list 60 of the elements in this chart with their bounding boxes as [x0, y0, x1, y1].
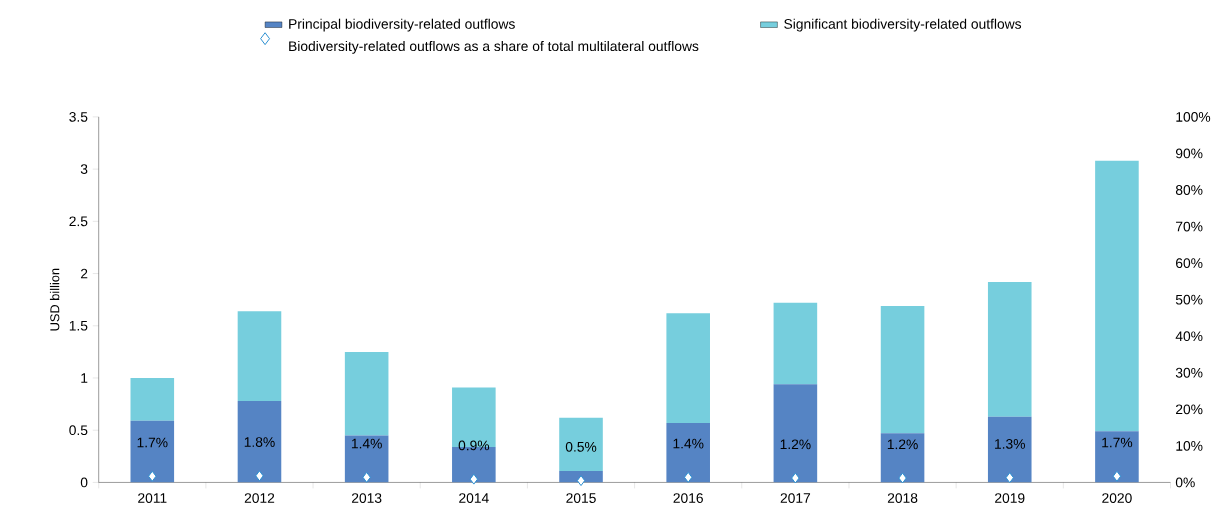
- y-tick-label: 3.5: [69, 111, 88, 122]
- bar: [987, 281, 1032, 417]
- y-tick-label: 1.5: [69, 320, 88, 331]
- data-label: 1.4%: [673, 438, 704, 449]
- data-label: 1.2%: [887, 439, 918, 450]
- x-tick-label: 2016: [673, 493, 703, 503]
- y2-tick-label: 60%: [1176, 258, 1203, 268]
- bar: [344, 351, 389, 436]
- data-label: 0.5%: [565, 441, 597, 452]
- legend-label: Biodiversity-related outflows as a share of total multilateral outflows: [289, 40, 699, 54]
- y2-tick-label: 100%: [1176, 111, 1211, 122]
- x-tick-label: 2015: [566, 493, 596, 503]
- y-tick-label: 3: [80, 164, 88, 174]
- y2-tick-label: 70%: [1176, 221, 1203, 232]
- bar: [130, 377, 175, 421]
- x-tick-label: 2018: [887, 493, 918, 503]
- bar: [1095, 431, 1139, 483]
- x-tick-label: 2019: [995, 493, 1025, 503]
- bar: [559, 417, 603, 471]
- bar: [1095, 160, 1139, 432]
- x-tick-label: 2012: [244, 493, 275, 503]
- data-label: 1.8%: [244, 437, 275, 447]
- legend-label: Principal biodiversity-related outflows: [289, 18, 515, 32]
- bar: [880, 433, 925, 483]
- bar: [773, 302, 818, 385]
- y2-tick-label: 30%: [1175, 367, 1203, 378]
- data-label: 1.4%: [351, 438, 382, 449]
- bar: [344, 435, 389, 483]
- y2-tick-label: 0%: [1175, 477, 1195, 488]
- bar: [880, 305, 925, 434]
- y2-tick-label: 10%: [1176, 440, 1203, 451]
- y-tick-label: 0: [80, 477, 88, 488]
- y-tick-label: 0.5: [69, 425, 88, 436]
- bar: [130, 420, 175, 483]
- y2-tick-label: 40%: [1175, 331, 1203, 342]
- data-label: 0.9%: [458, 440, 490, 451]
- bar: [237, 311, 282, 401]
- bar: [237, 400, 282, 483]
- y-axis-title: USD billion: [49, 268, 60, 331]
- x-tick-label: 2011: [138, 493, 167, 503]
- x-tick-label: 2013: [351, 493, 382, 503]
- x-tick-label: 2017: [780, 493, 811, 503]
- data-label: 1.2%: [780, 439, 811, 450]
- y2-tick-label: 20%: [1176, 404, 1203, 415]
- bar: [773, 384, 818, 483]
- data-label: 1.3%: [995, 438, 1025, 449]
- y2-tick-label: 80%: [1175, 185, 1203, 195]
- y2-tick-label: 90%: [1175, 148, 1203, 159]
- legend-label: Significant biodiversity-related outflows: [784, 18, 1022, 32]
- bar: [666, 422, 710, 483]
- data-label: 1.7%: [137, 437, 168, 448]
- bar: [666, 313, 710, 423]
- y-tick-label: 1: [81, 373, 88, 383]
- y-tick-label: 2: [80, 268, 88, 279]
- x-tick-label: 2020: [1102, 493, 1132, 503]
- data-label: 1.7%: [1102, 437, 1133, 448]
- y2-tick-label: 50%: [1175, 294, 1203, 305]
- x-tick-label: 2014: [459, 493, 489, 503]
- y-tick-label: 2.5: [69, 216, 88, 227]
- bar: [987, 416, 1032, 483]
